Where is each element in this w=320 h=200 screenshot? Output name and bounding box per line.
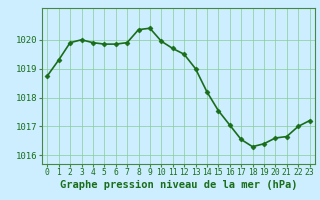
X-axis label: Graphe pression niveau de la mer (hPa): Graphe pression niveau de la mer (hPa) — [60, 180, 297, 190]
